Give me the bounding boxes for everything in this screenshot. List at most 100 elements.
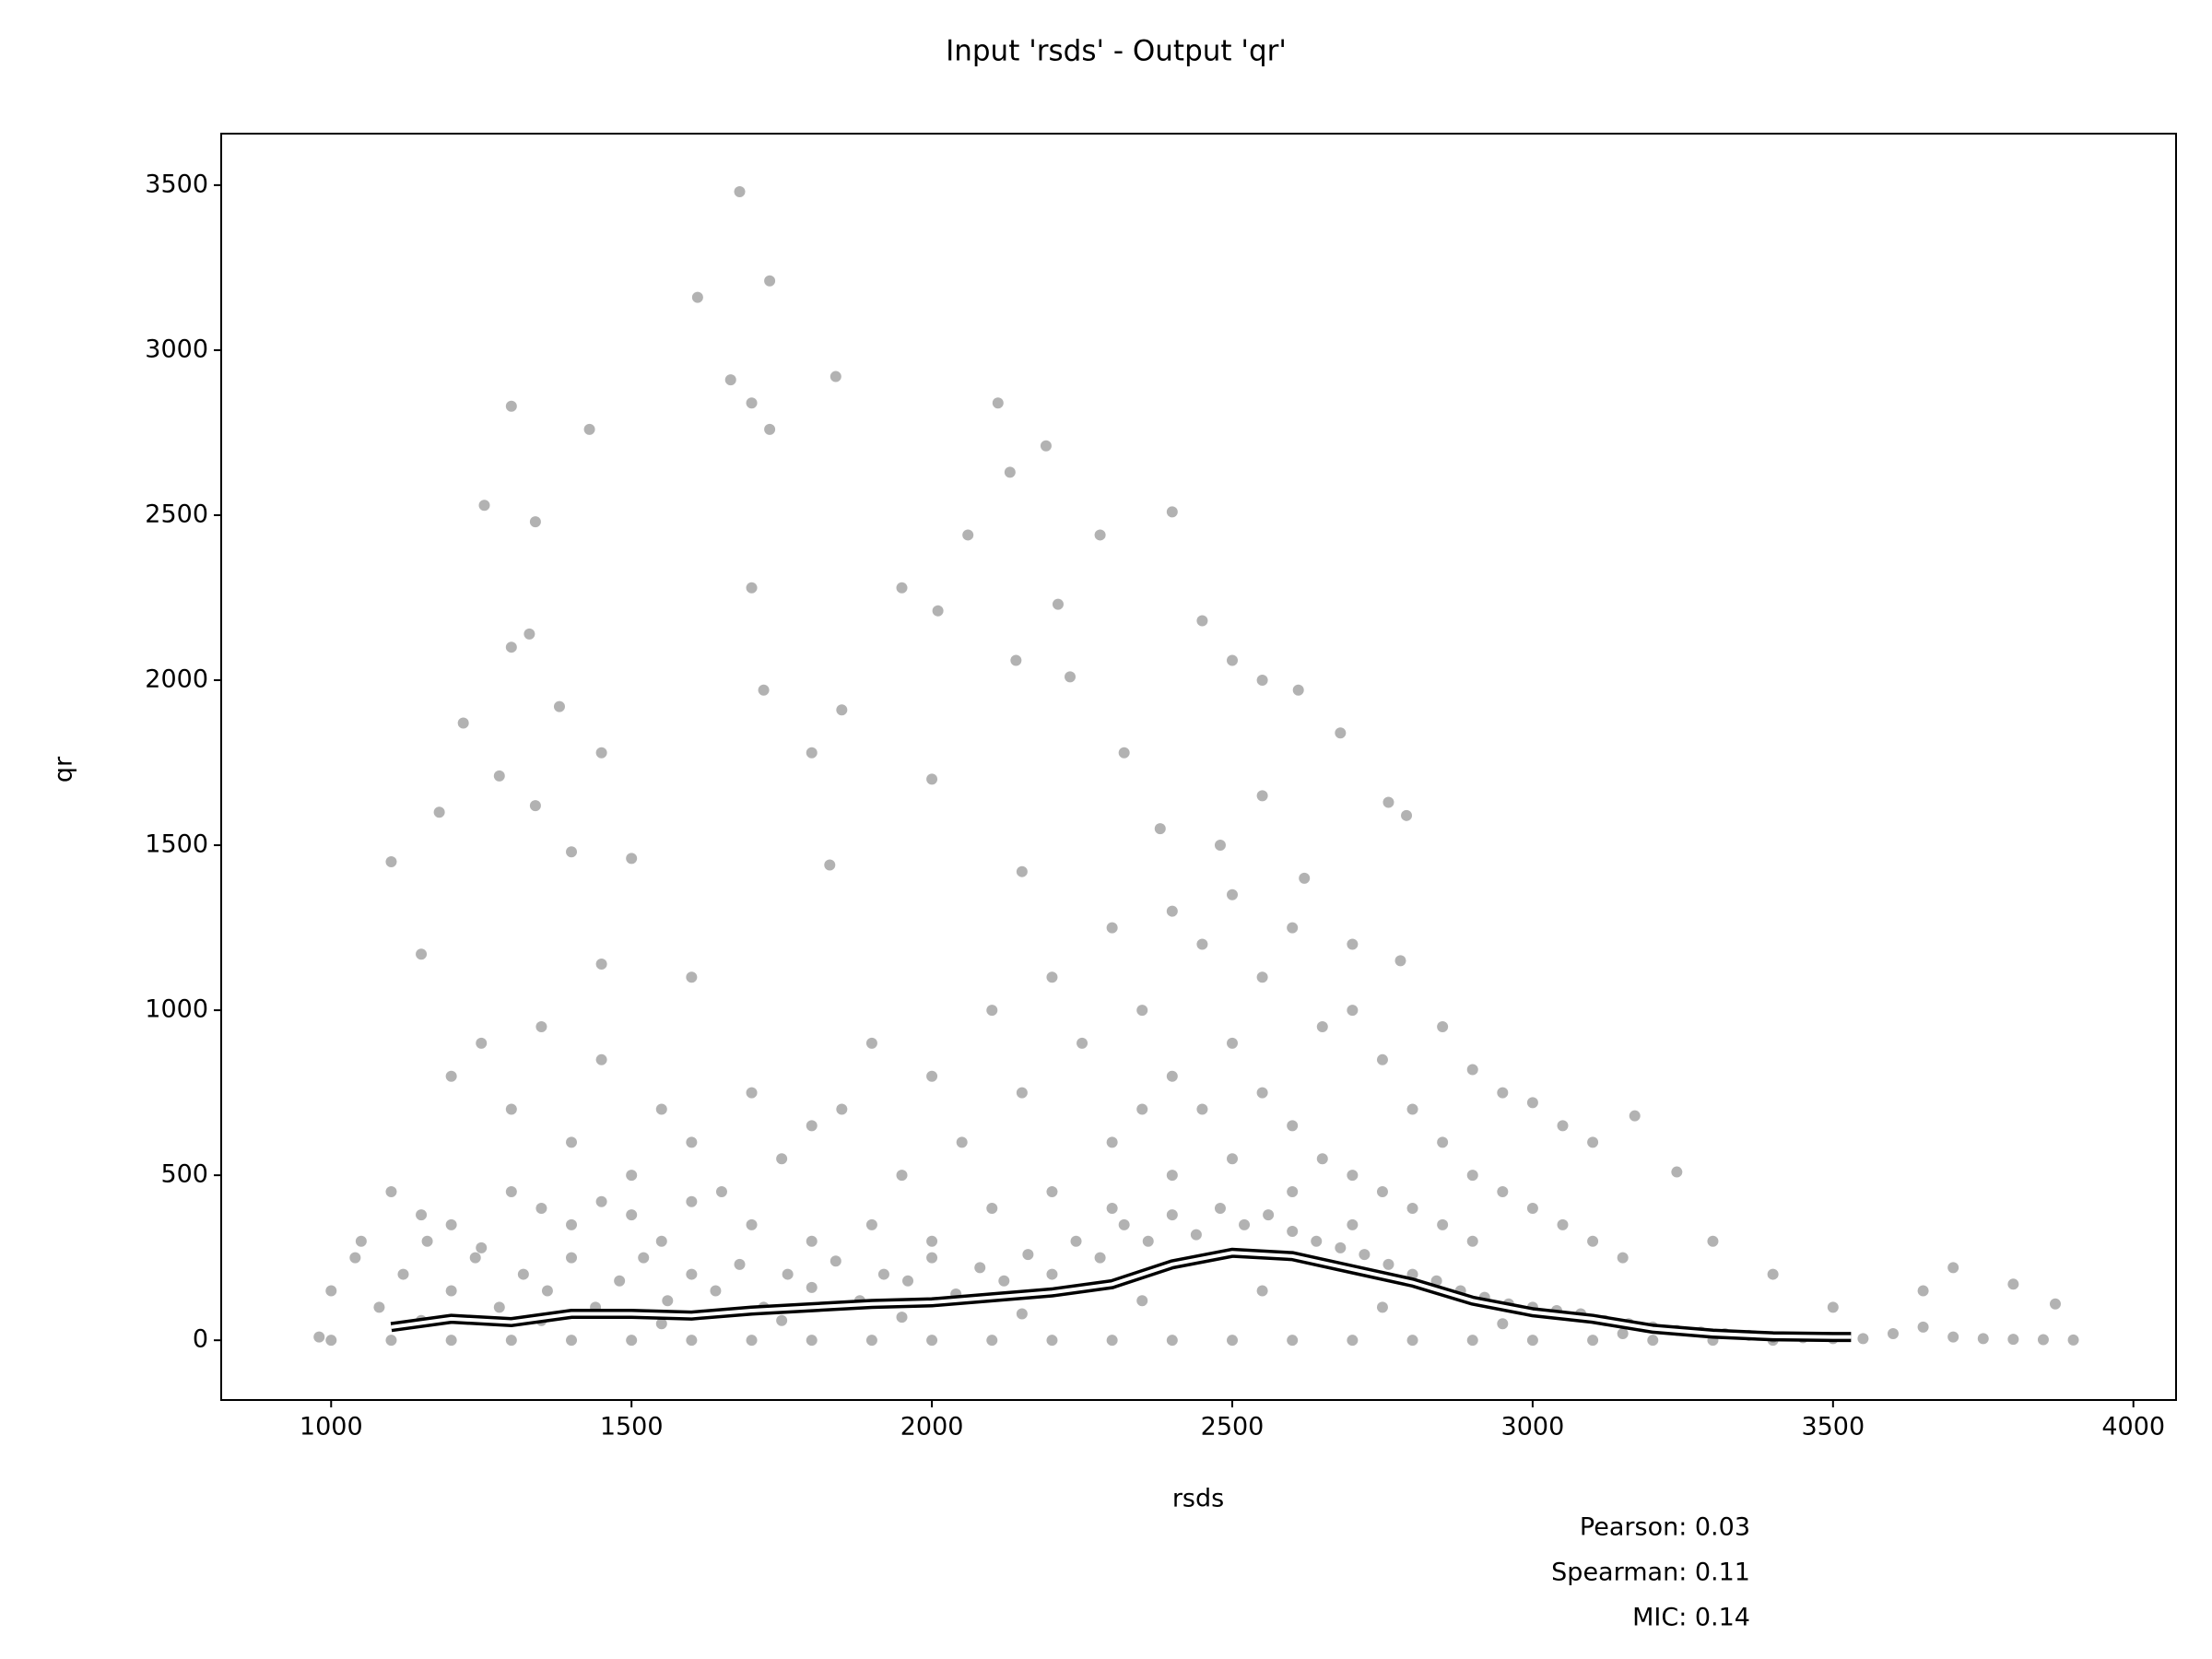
point: [1022, 1249, 1034, 1261]
point: [932, 605, 944, 617]
point: [986, 1005, 998, 1017]
point: [1046, 1186, 1058, 1198]
point: [1196, 938, 1208, 950]
point: [1016, 865, 1028, 877]
point: [1406, 1202, 1418, 1214]
point: [1136, 1103, 1148, 1115]
point: [686, 971, 698, 983]
point: [896, 582, 908, 594]
point: [776, 1153, 788, 1165]
point: [782, 1268, 794, 1280]
point: [1190, 1229, 1202, 1241]
point: [478, 500, 490, 512]
point: [962, 529, 974, 541]
point: [1118, 1218, 1130, 1230]
annotation: Spearman: 0.11: [1551, 1559, 1750, 1587]
point: [421, 1235, 433, 1247]
point: [1299, 872, 1311, 884]
point: [836, 704, 848, 716]
point: [1004, 466, 1016, 478]
point: [1497, 1318, 1509, 1330]
point: [1587, 1136, 1599, 1148]
point: [926, 1235, 938, 1247]
point: [836, 1103, 848, 1115]
point: [1263, 1209, 1275, 1221]
point: [1887, 1328, 1899, 1340]
point: [566, 846, 578, 858]
point: [956, 1136, 968, 1148]
point: [1466, 1335, 1478, 1347]
point: [992, 397, 1004, 409]
x-tick-label: 2000: [900, 1413, 964, 1441]
point: [1256, 675, 1268, 687]
point: [1227, 1335, 1239, 1347]
point: [595, 958, 607, 970]
point: [1466, 1235, 1478, 1247]
point: [746, 1218, 758, 1230]
point: [1256, 1285, 1268, 1297]
point: [1287, 1186, 1299, 1198]
point: [806, 1335, 818, 1347]
x-tick-label: 4000: [2101, 1413, 2165, 1441]
point: [1287, 1335, 1299, 1347]
point: [1094, 1252, 1106, 1264]
point: [349, 1252, 361, 1264]
point: [385, 1186, 397, 1198]
point: [1629, 1110, 1641, 1122]
point: [746, 1335, 758, 1347]
point: [2007, 1334, 2019, 1346]
point: [1707, 1235, 1719, 1247]
point: [1106, 1136, 1118, 1148]
point: [476, 1241, 488, 1253]
point: [325, 1285, 337, 1297]
point: [974, 1262, 986, 1274]
point: [1311, 1235, 1323, 1247]
y-tick-label: 2000: [145, 665, 208, 694]
point: [724, 374, 736, 386]
point: [445, 1335, 457, 1347]
point: [1196, 1103, 1208, 1115]
point: [1335, 1241, 1347, 1253]
point: [1347, 1218, 1359, 1230]
point: [896, 1312, 908, 1324]
point: [626, 1335, 638, 1347]
point: [877, 1268, 889, 1280]
point: [1394, 955, 1406, 967]
point: [397, 1268, 409, 1280]
y-tick-label: 0: [193, 1325, 208, 1354]
axes-frame: [220, 133, 2177, 1401]
point: [746, 582, 758, 594]
point: [505, 400, 517, 412]
point: [1947, 1331, 1959, 1343]
point: [638, 1252, 650, 1264]
point: [686, 1136, 698, 1148]
point: [1316, 1020, 1328, 1032]
point: [776, 1314, 788, 1326]
y-tick-label: 1500: [145, 830, 208, 859]
point: [691, 291, 703, 303]
point: [734, 1258, 746, 1270]
point: [1292, 684, 1304, 696]
point: [626, 1209, 638, 1221]
point: [1406, 1335, 1418, 1347]
point: [998, 1275, 1010, 1287]
point: [1287, 1226, 1299, 1238]
point: [655, 1318, 667, 1330]
point: [686, 1335, 698, 1347]
point: [517, 1268, 529, 1280]
point: [1166, 1335, 1178, 1347]
point: [566, 1335, 578, 1347]
point: [1214, 1202, 1226, 1214]
point: [896, 1170, 908, 1182]
point: [1947, 1262, 1959, 1274]
point: [830, 1255, 841, 1267]
point: [865, 1218, 877, 1230]
point: [1106, 922, 1118, 934]
point: [1052, 598, 1064, 610]
point: [655, 1103, 667, 1115]
point: [902, 1275, 914, 1287]
point: [626, 1170, 638, 1182]
point: [1239, 1218, 1251, 1230]
point: [1316, 1153, 1328, 1165]
